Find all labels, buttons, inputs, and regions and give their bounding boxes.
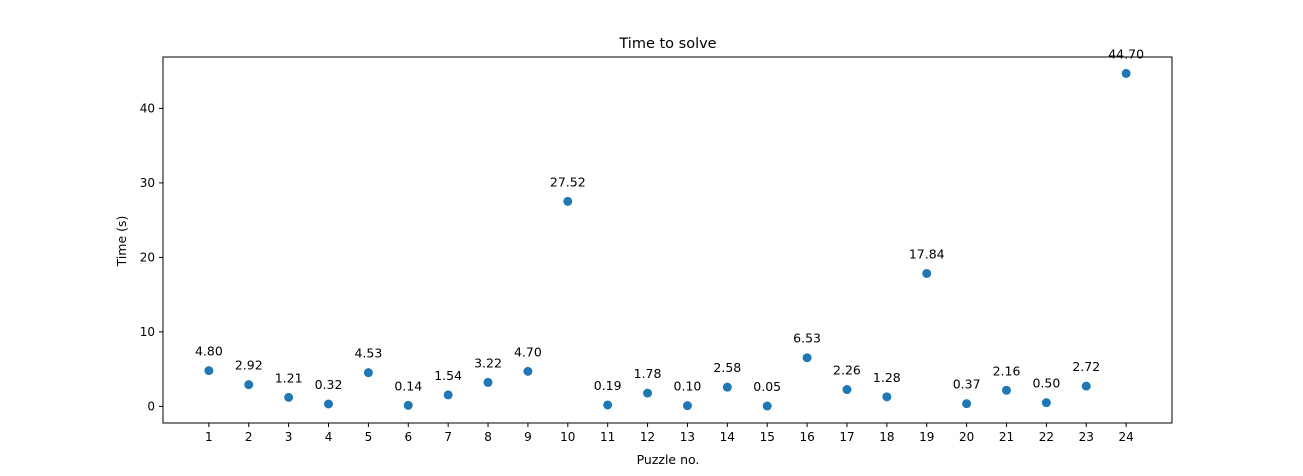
data-point — [244, 380, 254, 390]
x-tick-label: 18 — [879, 430, 894, 444]
data-label: 44.70 — [1108, 46, 1144, 61]
data-point — [1081, 381, 1091, 391]
data-label: 4.80 — [195, 344, 223, 359]
data-point — [722, 382, 732, 392]
y-tick-label: 30 — [140, 176, 155, 190]
plot-area: 1 2 3 4 5 6 7 8 9 10 11 12 13 14 15 16 17 18 19 20 21 22 23 240… — [140, 46, 1173, 444]
data-point — [483, 377, 493, 387]
x-axis-title: Puzzle no. — [637, 452, 700, 467]
x-tick-label: 23 — [1079, 430, 1094, 444]
data-point — [204, 366, 214, 376]
x-tick-label: 16 — [799, 430, 814, 444]
data-point — [682, 401, 692, 411]
data-point — [363, 368, 373, 378]
data-label: 4.70 — [514, 344, 542, 359]
data-label: 0.10 — [674, 379, 702, 394]
x-tick-label: 21 — [999, 430, 1014, 444]
data-label: 1.78 — [634, 366, 662, 381]
data-label: 4.53 — [354, 346, 382, 361]
x-tick-label: 15 — [760, 430, 775, 444]
data-label: 2.16 — [993, 363, 1021, 378]
data-label: 27.52 — [550, 174, 586, 189]
data-label: 2.58 — [713, 360, 741, 375]
x-tick-label: 9 — [524, 430, 532, 444]
data-label: 0.19 — [594, 378, 622, 393]
x-tick-label: 12 — [640, 430, 655, 444]
x-tick-label: 24 — [1118, 430, 1133, 444]
x-tick-label: 14 — [720, 430, 735, 444]
y-tick-label: 10 — [140, 325, 155, 339]
data-point — [922, 268, 932, 278]
data-point — [284, 392, 294, 402]
data-point — [802, 353, 812, 363]
y-tick-label: 0 — [147, 399, 155, 413]
data-label: 3.22 — [474, 355, 502, 370]
data-point — [962, 399, 972, 409]
x-tick-label: 5 — [365, 430, 373, 444]
x-tick-label: 8 — [484, 430, 492, 444]
data-point — [882, 392, 892, 402]
data-point — [523, 366, 533, 376]
data-point — [1041, 398, 1051, 408]
y-tick-label: 20 — [140, 250, 155, 264]
data-point — [443, 390, 453, 400]
data-label: 1.21 — [275, 370, 303, 385]
data-label: 2.92 — [235, 358, 263, 373]
x-tick-label: 1 — [205, 430, 213, 444]
plot-frame — [162, 56, 1173, 424]
x-tick-label: 6 — [404, 430, 412, 444]
data-label: 2.72 — [1072, 359, 1100, 374]
data-point — [603, 400, 613, 410]
x-tick-label: 2 — [245, 430, 253, 444]
data-label: 2.26 — [833, 363, 861, 378]
x-tick-label: 10 — [560, 430, 575, 444]
x-tick-label: 17 — [839, 430, 854, 444]
data-point — [1121, 68, 1131, 78]
chart-title: Time to solve — [618, 36, 716, 52]
x-tick-label: 3 — [285, 430, 293, 444]
data-label: 0.32 — [315, 377, 343, 392]
x-tick-label: 19 — [919, 430, 934, 444]
x-tick-label: 13 — [680, 430, 695, 444]
x-tick-label: 7 — [444, 430, 452, 444]
data-point — [324, 399, 334, 409]
data-point — [563, 196, 573, 206]
data-label: 0.05 — [753, 379, 781, 394]
x-tick-label: 20 — [959, 430, 974, 444]
x-tick-label: 22 — [1039, 430, 1054, 444]
data-label: 0.14 — [394, 378, 422, 393]
data-label: 1.54 — [434, 368, 462, 383]
data-point — [643, 388, 653, 398]
data-label: 17.84 — [909, 246, 945, 261]
y-tick-label: 40 — [140, 101, 155, 115]
data-label: 6.53 — [793, 331, 821, 346]
data-point — [403, 400, 413, 410]
data-point — [842, 385, 852, 395]
data-point — [762, 401, 772, 411]
y-axis-title: Time (s) — [114, 216, 129, 268]
x-tick-label: 4 — [325, 430, 333, 444]
data-label: 0.37 — [953, 377, 981, 392]
data-point — [1001, 385, 1011, 395]
data-label: 1.28 — [873, 370, 901, 385]
data-label: 0.50 — [1032, 376, 1060, 391]
x-tick-label: 11 — [600, 430, 615, 444]
